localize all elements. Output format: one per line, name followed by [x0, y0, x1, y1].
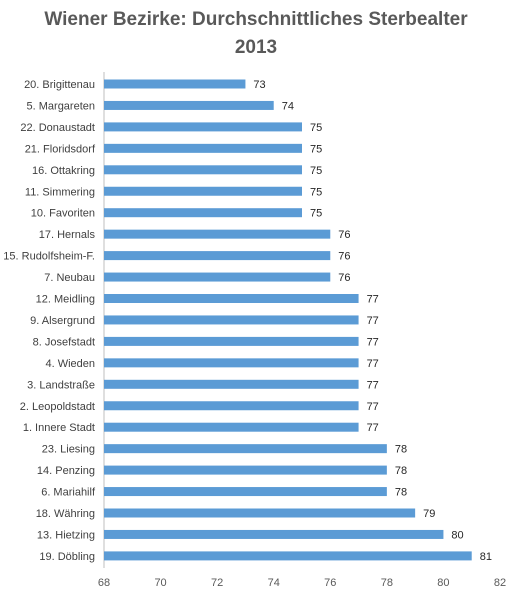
chart-title-main: Wiener Bezirke: Durchschnittliches Sterb… — [44, 9, 468, 30]
bar — [104, 143, 302, 153]
x-tick-label: 74 — [268, 577, 280, 589]
category-label: 6. Mariahilf — [41, 487, 96, 499]
category-label: 10. Favoriten — [31, 208, 95, 220]
bar — [104, 229, 331, 239]
category-label: 11. Simmering — [25, 186, 95, 198]
category-label: 19. Döbling — [39, 551, 95, 563]
category-label: 18. Währing — [36, 508, 95, 520]
data-label: 75 — [310, 165, 322, 177]
x-tick-label: 70 — [154, 577, 166, 589]
data-label: 78 — [395, 465, 407, 477]
bar — [104, 208, 302, 218]
bar — [104, 186, 302, 196]
data-label: 78 — [395, 444, 407, 456]
data-label: 77 — [367, 401, 379, 413]
data-label: 77 — [367, 422, 379, 434]
category-label: 14. Penzing — [37, 465, 95, 477]
category-label: 7. Neubau — [44, 272, 95, 284]
category-label: 5. Margareten — [27, 100, 95, 112]
bar — [104, 165, 302, 175]
data-label: 77 — [367, 379, 379, 391]
category-label: 8. Josefstadt — [33, 336, 95, 348]
data-label: 81 — [480, 551, 492, 563]
x-tick-label: 78 — [381, 577, 393, 589]
bar — [104, 508, 416, 518]
data-label: 78 — [395, 487, 407, 499]
data-label: 77 — [367, 315, 379, 327]
bar — [104, 401, 359, 411]
bar — [104, 465, 387, 475]
category-label: 15. Rudolfsheim-F. — [3, 251, 95, 263]
category-label: 4. Wieden — [45, 358, 95, 370]
chart-title-year: 2013 — [234, 37, 278, 58]
category-label: 9. Alsergrund — [30, 315, 95, 327]
category-label: 20. Brigittenau — [24, 79, 95, 91]
bar — [104, 487, 387, 497]
category-label: 23. Liesing — [42, 444, 95, 456]
x-tick-label: 68 — [98, 577, 110, 589]
category-label: 3. Landstraße — [27, 379, 95, 391]
category-label: 22. Donaustadt — [20, 122, 95, 134]
data-label: 77 — [367, 358, 379, 370]
bar — [104, 336, 359, 346]
category-label: 13. Hietzing — [37, 529, 95, 541]
data-label: 80 — [451, 529, 463, 541]
category-label: 16. Ottakring — [32, 165, 95, 177]
bar — [104, 422, 359, 432]
bar — [104, 551, 472, 561]
category-label: 2. Leopoldstadt — [20, 401, 95, 413]
bar — [104, 315, 359, 325]
bar — [104, 294, 359, 303]
x-tick-label: 80 — [437, 577, 449, 589]
category-label: 21. Floridsdorf — [25, 143, 96, 155]
x-tick-label: 72 — [211, 577, 223, 589]
bar — [104, 79, 246, 89]
data-label: 75 — [310, 143, 322, 155]
category-label: 12. Meidling — [36, 294, 95, 306]
bar — [104, 444, 387, 454]
data-label: 75 — [310, 122, 322, 134]
x-tick-label: 76 — [324, 577, 336, 589]
bar — [104, 100, 274, 110]
chart-title: Wiener Bezirke: Durchschnittliches Sterb… — [0, 6, 512, 62]
category-label: 1. Innere Stadt — [23, 422, 95, 434]
data-label: 76 — [338, 251, 350, 263]
data-label: 75 — [310, 208, 322, 220]
data-label: 77 — [367, 336, 379, 348]
bar — [104, 251, 331, 261]
data-label: 74 — [282, 100, 294, 112]
data-label: 76 — [338, 272, 350, 284]
category-label: 17. Hernals — [39, 229, 96, 241]
data-label: 77 — [367, 294, 379, 306]
data-label: 79 — [423, 508, 435, 520]
bar — [104, 529, 444, 539]
data-label: 73 — [253, 79, 265, 91]
x-tick-label: 82 — [494, 577, 506, 589]
bar — [104, 272, 331, 282]
bar — [104, 122, 302, 132]
bar — [104, 358, 359, 368]
data-label: 75 — [310, 186, 322, 198]
bar — [104, 379, 359, 389]
data-label: 76 — [338, 229, 350, 241]
